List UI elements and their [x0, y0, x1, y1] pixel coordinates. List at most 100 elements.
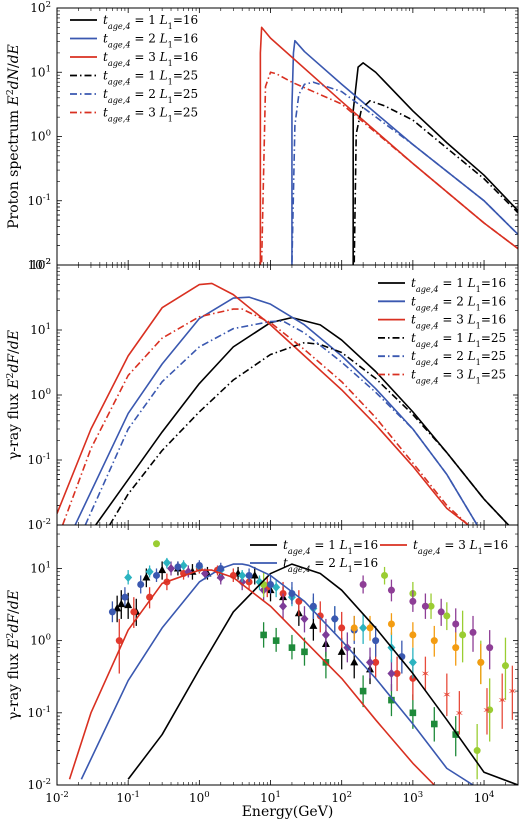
data-point	[272, 637, 280, 644]
data-point	[430, 637, 438, 645]
data-point	[301, 648, 308, 656]
data-point	[459, 631, 467, 639]
data-point	[121, 593, 129, 601]
data-point: ✶	[498, 694, 507, 707]
legend-entry-label: tage,4 = 3 L1=25	[103, 106, 198, 124]
series-line-1	[127, 563, 518, 785]
data-point	[309, 621, 318, 629]
tick-label: 10-2	[27, 777, 51, 792]
data-point	[372, 658, 380, 666]
legend-entry-label: tage,4 = 2 L1=16	[103, 32, 198, 50]
data-point	[486, 644, 494, 652]
series-line-6	[61, 308, 469, 525]
data-point: ✶	[482, 704, 491, 717]
series-line-2	[80, 563, 474, 785]
tick-label: 10-2	[45, 790, 69, 805]
curves	[259, 26, 518, 265]
data-point	[452, 620, 460, 628]
chart-panel-3: 10-2 10-1 100 101 102 103 10410-210-1100101✶✶✶…	[5, 524, 519, 820]
data-point	[152, 540, 160, 548]
data-point: ✶	[442, 688, 451, 701]
tick-label: 100	[189, 790, 210, 805]
data-point	[381, 571, 389, 579]
data-point	[477, 658, 485, 666]
legend-entry-label: tage,4 = 2 L1=25	[103, 87, 198, 105]
legend-entry-label: tage,4 = 3 L1=16	[103, 50, 198, 68]
data-point	[115, 637, 123, 645]
tick-label: 100	[30, 387, 51, 402]
data-point	[316, 612, 324, 620]
panels: 10-2 10-1 100 101 102 Proton spectrum E2dN/dE…	[5, 0, 519, 820]
y-axis-label: γ-ray flux E2dF/dE	[5, 590, 23, 720]
tick-label: 101	[30, 322, 51, 337]
data-point	[108, 608, 116, 616]
data-point	[260, 631, 267, 639]
legend-entry-label: tage,4 = 2 L1=25	[411, 349, 506, 367]
data-point	[167, 563, 176, 573]
data-point	[117, 599, 126, 608]
tick-label: 102	[30, 257, 51, 272]
data-point	[124, 572, 133, 582]
data-point	[300, 614, 309, 624]
data-point	[359, 623, 368, 633]
tick-label: 10-2	[27, 517, 51, 532]
data-point	[288, 589, 296, 597]
data-point	[443, 612, 451, 620]
data-point	[366, 624, 374, 632]
series-line-4	[109, 341, 510, 525]
data-point	[174, 563, 182, 571]
data-point	[267, 580, 275, 588]
tick-label: 10-1	[116, 790, 140, 805]
data-point: ✶	[508, 685, 517, 698]
tick-label: 100	[30, 129, 51, 144]
data-point	[350, 657, 359, 666]
tick-label: 10-1	[27, 452, 51, 467]
data-point	[195, 561, 203, 569]
chart-panel-1: 10-2 10-1 100 101 102 Proton spectrum E2dN/dE…	[5, 0, 519, 272]
legend-entry-label: tage,4 = 3 L1=16	[411, 313, 506, 331]
data-point	[350, 624, 358, 632]
tick-label: 10-1	[27, 705, 51, 720]
tick-label: 101	[30, 64, 51, 79]
data-point	[501, 662, 509, 670]
series-line-6	[260, 71, 518, 263]
data-point	[137, 580, 145, 588]
data-point	[387, 669, 396, 679]
data-point	[238, 570, 247, 580]
legend-entry-label: tage,4 = 1 L1=16	[283, 538, 378, 556]
data-point	[152, 571, 160, 579]
data-point	[430, 720, 438, 728]
curves	[68, 563, 518, 785]
data-point	[295, 597, 303, 605]
series-line-4	[353, 99, 518, 263]
series-line-5	[84, 320, 478, 525]
data-point	[469, 628, 477, 636]
data-point	[130, 608, 138, 616]
data-point	[279, 601, 288, 611]
tick-label: 100	[30, 633, 51, 648]
data-point	[260, 580, 268, 588]
data-point	[331, 615, 339, 623]
data-point	[216, 572, 225, 582]
series-line-1	[95, 316, 510, 525]
tick-label: 102	[331, 790, 352, 805]
x-axis-label: Energy(GeV)	[242, 804, 334, 820]
y-axis-label: γ-ray flux E2dF/dE	[5, 330, 23, 460]
data-point	[272, 582, 281, 592]
series-line-3	[68, 569, 435, 785]
tick-label: 101	[260, 790, 281, 805]
data-point	[387, 586, 395, 594]
series-line-3	[57, 282, 469, 525]
legend-entry-label: tage,4 = 2 L1=16	[411, 294, 506, 312]
series-line-5	[291, 81, 518, 263]
data-point	[388, 696, 395, 704]
legend-entry-label: tage,4 = 1 L1=25	[411, 331, 506, 349]
data-point: ✶	[421, 668, 430, 681]
data-point	[359, 687, 367, 695]
data-point	[409, 597, 417, 605]
data-point	[437, 608, 445, 616]
data-point	[162, 558, 171, 568]
data-point	[372, 637, 380, 645]
legend-entry-label: tage,4 = 3 L1=16	[413, 538, 508, 556]
